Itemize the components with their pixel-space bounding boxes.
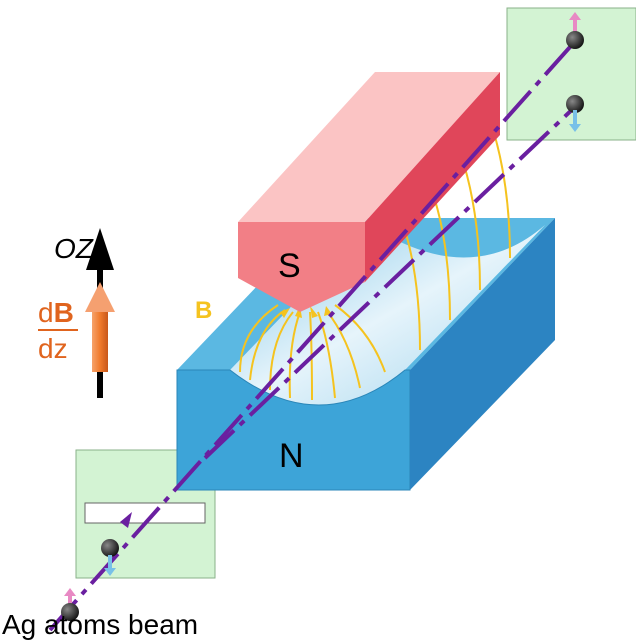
gradient-numerator: dB [38,297,74,328]
gradient-arrow [92,310,108,372]
gradient-d: d [38,297,54,328]
gradient-denominator: dz [38,333,68,364]
gradient-b: B [54,297,74,328]
field-label: B [195,297,212,324]
caption: Ag atoms beam [2,609,198,640]
axis-label: OZ [54,233,94,264]
top-screen [507,8,636,140]
stern-gerlach-diagram: OZ dB dz B S N Ag atoms beam [0,0,636,642]
gradient-arrowhead [85,282,115,312]
south-label: S [278,247,301,285]
slit [85,503,205,523]
north-label: N [279,437,304,475]
